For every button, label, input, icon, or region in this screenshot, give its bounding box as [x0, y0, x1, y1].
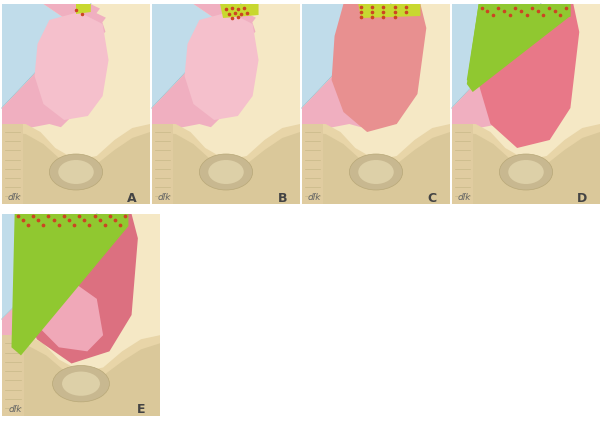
Polygon shape [358, 4, 420, 18]
Polygon shape [2, 4, 106, 128]
Polygon shape [452, 124, 600, 204]
Polygon shape [2, 4, 91, 108]
Polygon shape [452, 132, 600, 204]
Polygon shape [152, 124, 172, 204]
Text: ďík: ďík [8, 405, 22, 414]
Polygon shape [452, 4, 541, 108]
Polygon shape [185, 12, 259, 120]
Polygon shape [2, 132, 150, 204]
Polygon shape [11, 214, 128, 355]
Polygon shape [220, 4, 259, 18]
Polygon shape [467, 4, 570, 84]
Polygon shape [2, 124, 150, 204]
Ellipse shape [58, 160, 93, 184]
Ellipse shape [349, 154, 403, 190]
Polygon shape [335, 12, 409, 120]
Polygon shape [2, 214, 97, 319]
Text: ďík: ďík [308, 194, 321, 203]
Text: D: D [577, 192, 587, 205]
Polygon shape [76, 4, 91, 14]
Text: ďík: ďík [158, 194, 171, 203]
Polygon shape [302, 124, 323, 204]
Polygon shape [302, 4, 406, 128]
Polygon shape [2, 4, 150, 204]
Ellipse shape [62, 372, 100, 396]
Ellipse shape [358, 160, 394, 184]
Polygon shape [302, 4, 450, 204]
Polygon shape [2, 124, 23, 204]
Ellipse shape [49, 154, 103, 190]
Polygon shape [2, 343, 160, 416]
Polygon shape [152, 124, 300, 204]
Polygon shape [2, 335, 24, 416]
Polygon shape [302, 124, 450, 204]
Polygon shape [37, 222, 116, 331]
Text: B: B [277, 192, 287, 205]
Polygon shape [2, 335, 160, 416]
Polygon shape [34, 12, 109, 120]
Ellipse shape [52, 365, 109, 402]
Polygon shape [2, 214, 113, 339]
Polygon shape [302, 4, 391, 108]
Polygon shape [37, 279, 103, 352]
Polygon shape [467, 4, 570, 92]
Text: E: E [137, 403, 145, 416]
Polygon shape [2, 214, 160, 416]
Text: ďík: ďík [458, 194, 472, 203]
Ellipse shape [200, 154, 253, 190]
Polygon shape [24, 214, 138, 363]
Polygon shape [302, 132, 450, 204]
Ellipse shape [508, 160, 544, 184]
Polygon shape [452, 4, 600, 204]
Polygon shape [152, 132, 300, 204]
Polygon shape [479, 4, 579, 148]
Ellipse shape [208, 160, 244, 184]
Polygon shape [332, 4, 426, 132]
Ellipse shape [499, 154, 552, 190]
Text: A: A [127, 192, 137, 205]
Text: C: C [428, 192, 437, 205]
Polygon shape [152, 4, 300, 204]
Polygon shape [452, 124, 473, 204]
Polygon shape [452, 4, 556, 128]
Text: ďík: ďík [8, 194, 22, 203]
Polygon shape [485, 12, 558, 120]
Polygon shape [152, 4, 256, 128]
Polygon shape [152, 4, 241, 108]
